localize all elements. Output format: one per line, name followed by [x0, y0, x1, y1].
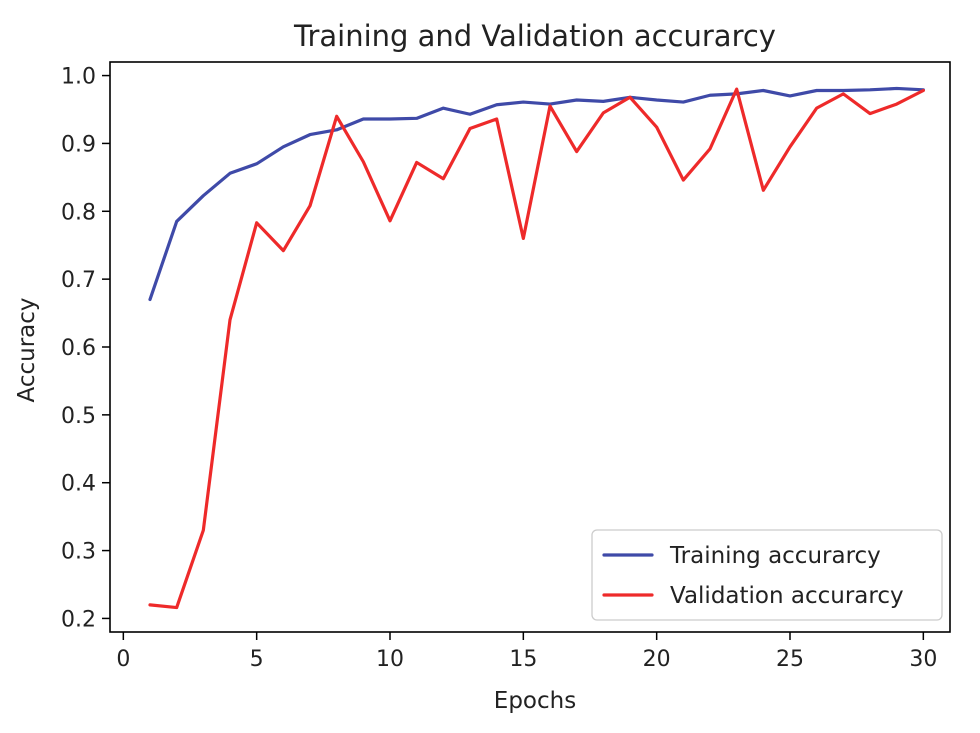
series-line-validation	[148, 87, 925, 610]
y-axis-label: Accuracy	[14, 297, 40, 402]
y-tick-label: 0.2	[61, 607, 96, 632]
x-tick-label: 0	[116, 647, 130, 672]
y-tick-label: 0.8	[61, 200, 96, 225]
x-tick-label: 25	[776, 647, 804, 672]
y-tick-label: 1.0	[61, 65, 96, 90]
chart-title: Training and Validation accurarcy	[293, 19, 776, 53]
y-tick-label: 0.4	[61, 472, 96, 497]
x-axis-label: Epochs	[494, 688, 576, 714]
series-line-training	[148, 86, 925, 302]
x-tick-label: 5	[250, 647, 264, 672]
y-axis-ticks: 0.2 0.3 0.4 0.5 0.6 0.7 0.8 0.9 1.0	[61, 65, 110, 632]
y-tick-label: 0.9	[61, 132, 96, 157]
y-tick-label: 0.5	[61, 404, 96, 429]
legend-box	[591, 529, 943, 621]
x-axis-ticks: 0 5 10 15 20 25 30	[116, 632, 937, 672]
y-tick-label: 0.3	[61, 540, 96, 565]
x-tick-label: 10	[376, 647, 404, 672]
legend-label-training: Training accurarcy	[669, 543, 881, 569]
legend-label-validation: Validation accurarcy	[670, 583, 904, 609]
y-tick-label: 0.7	[61, 268, 96, 293]
y-tick-label: 0.6	[61, 336, 96, 361]
x-tick-label: 15	[509, 647, 537, 672]
legend: Training accurarcy Validation accurarcy	[591, 529, 943, 621]
x-tick-label: 30	[909, 647, 937, 672]
x-tick-label: 20	[643, 647, 671, 672]
